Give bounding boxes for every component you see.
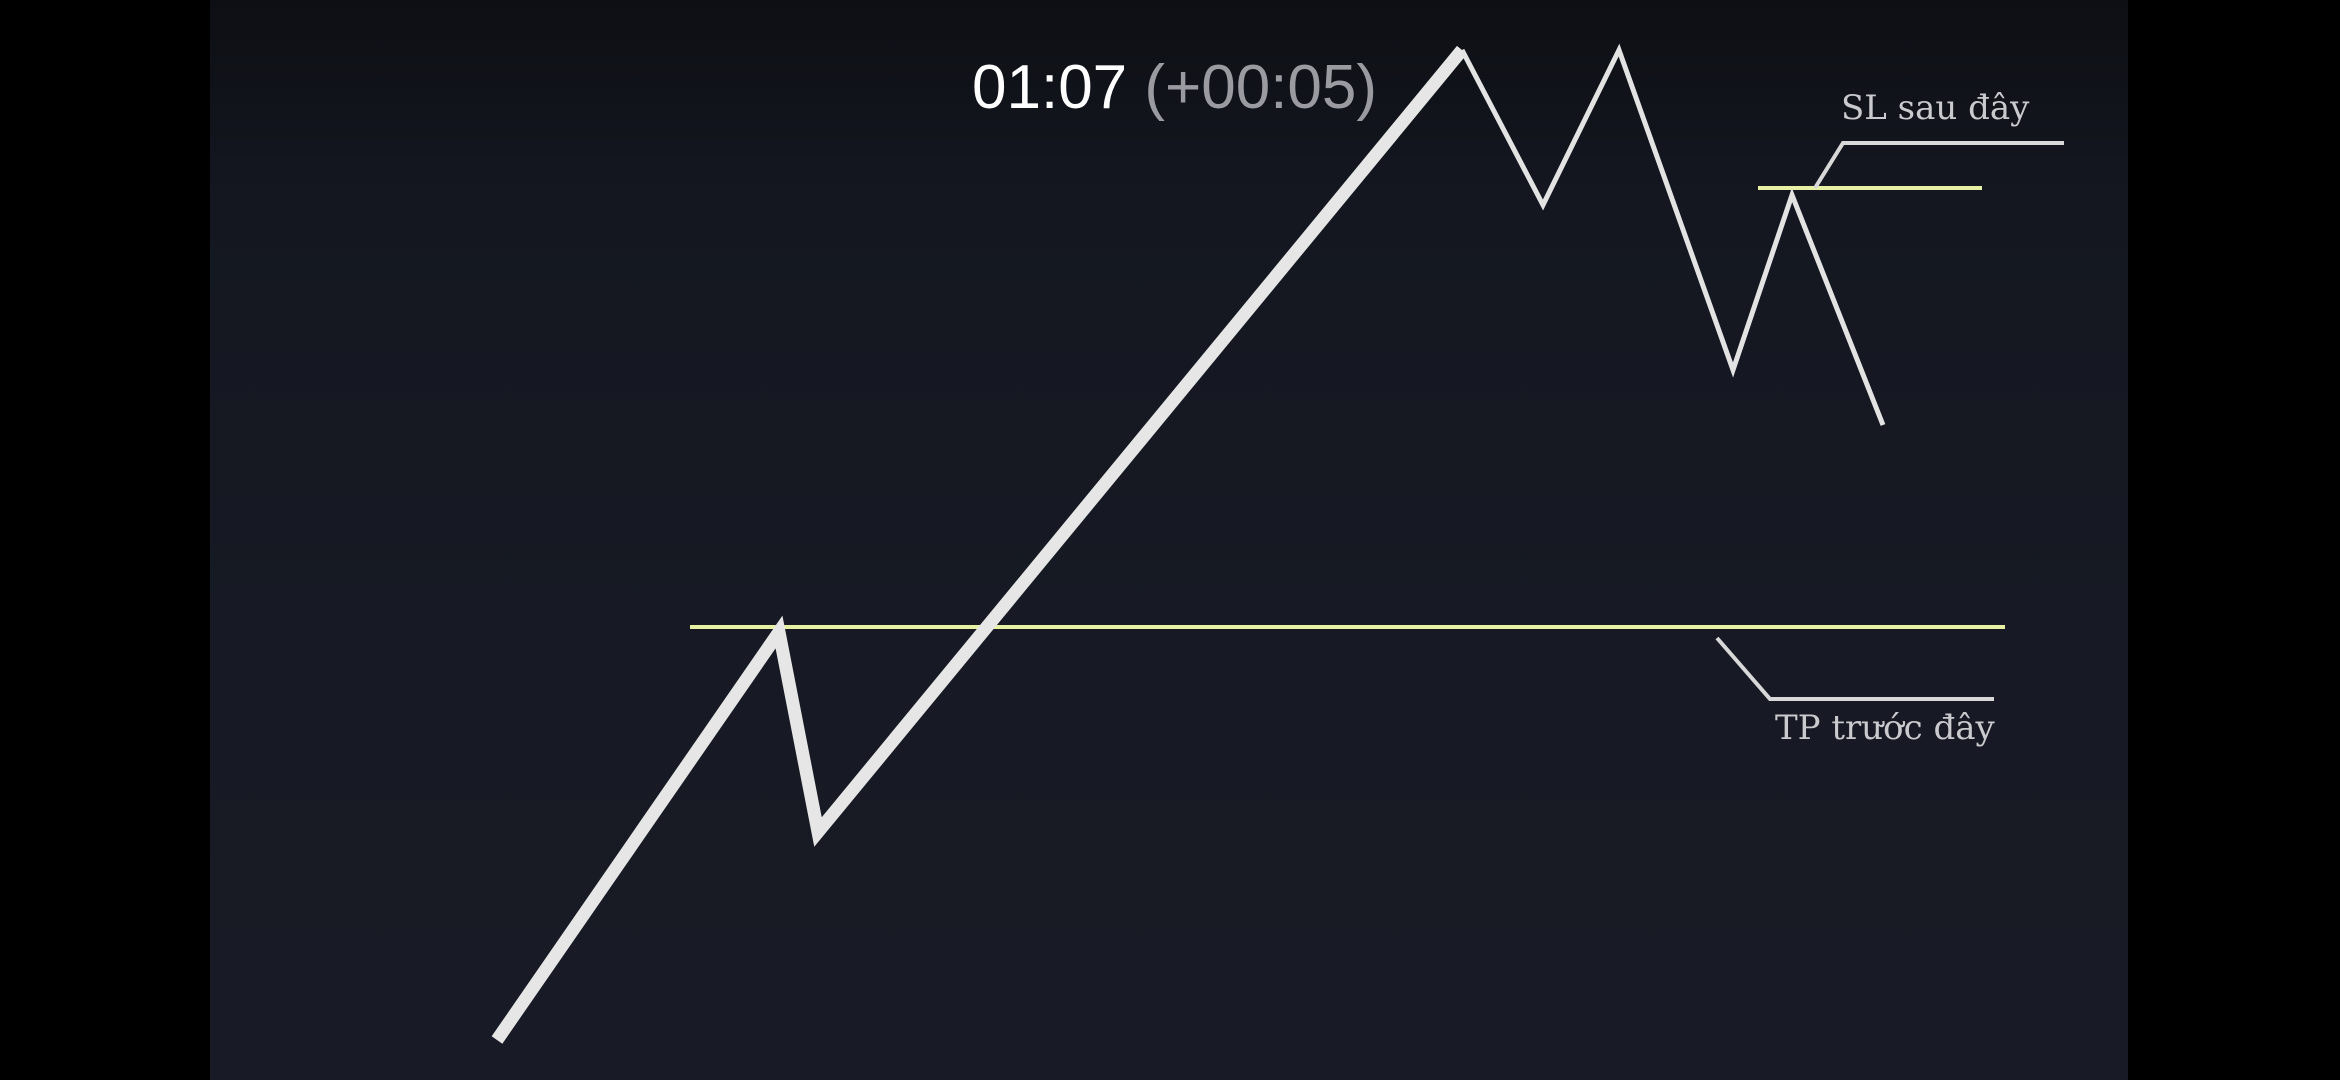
seek-delta-text: (+00:05) bbox=[1144, 53, 1378, 122]
seek-time-indicator: 01:07 (+00:05) bbox=[972, 52, 1377, 123]
video-frame[interactable] bbox=[210, 0, 2128, 1080]
tp-label: TP trước đây bbox=[1775, 708, 1995, 748]
sl-label: SL sau đây bbox=[1841, 88, 2030, 128]
tp-pointer-line bbox=[1715, 636, 1994, 701]
price-path-uptrend bbox=[491, 45, 1468, 1044]
price-path-downtrend bbox=[1459, 43, 1886, 426]
sl-pointer-line bbox=[1813, 141, 2064, 190]
current-time-text: 01:07 bbox=[972, 53, 1128, 122]
